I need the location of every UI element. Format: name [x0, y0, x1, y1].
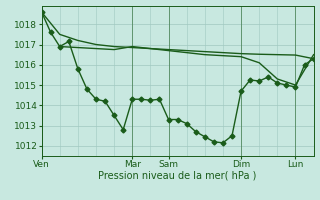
X-axis label: Pression niveau de la mer( hPa ): Pression niveau de la mer( hPa )	[99, 171, 257, 181]
